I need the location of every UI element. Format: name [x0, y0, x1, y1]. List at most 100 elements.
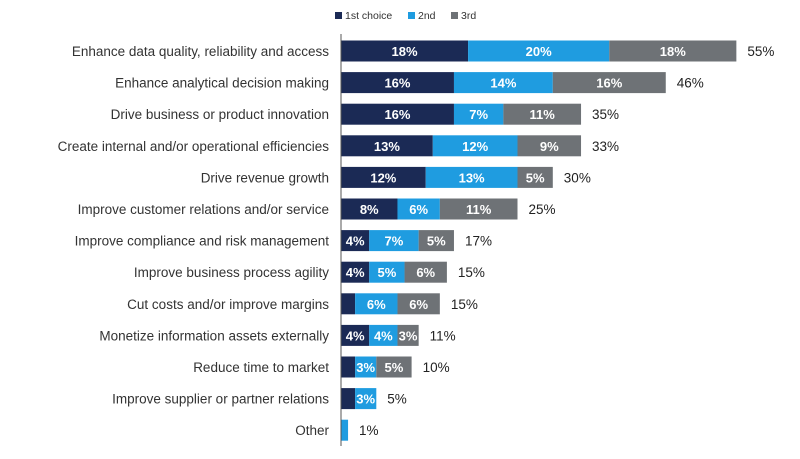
bar-segment — [425, 166, 518, 188]
bar-label: 6% — [367, 297, 386, 312]
legend-swatch-2 — [408, 12, 415, 19]
bar-segment — [468, 40, 610, 62]
bar-label: 11% — [466, 202, 492, 217]
bar-segment — [439, 198, 518, 220]
bar-segment — [341, 40, 469, 62]
bar-segment — [341, 72, 454, 94]
bar-segment — [341, 103, 454, 125]
bar-segment — [397, 198, 440, 220]
bar-segment — [341, 293, 356, 315]
bar-segment — [341, 166, 426, 188]
bar-label: 7% — [385, 234, 404, 249]
total-label: 33% — [592, 139, 619, 154]
legend-label-1: 1st choice — [345, 10, 392, 22]
bar-label: 18% — [660, 44, 686, 59]
bar-label: 13% — [459, 170, 485, 185]
total-label: 30% — [564, 170, 591, 185]
category-label: Other — [295, 423, 329, 438]
bars: 18% 20% 18% 16% 14% 16% 16% 7% 11% 13% 12% 9% 12% 13%… — [341, 40, 737, 441]
total-label: 11% — [430, 328, 456, 343]
category-label: Monetize information assets externally — [99, 328, 329, 343]
bar-segment — [341, 261, 370, 283]
category-labels: Enhance data quality, reliability and ac… — [58, 44, 330, 438]
bar-segment — [355, 293, 398, 315]
category-label: Improve customer relations and/or servic… — [78, 202, 329, 217]
total-label: 10% — [423, 360, 450, 375]
category-label: Create internal and/or operational effic… — [58, 139, 330, 154]
bar-label: 16% — [596, 76, 622, 91]
bar-label: 12% — [370, 170, 396, 185]
bar-label: 6% — [416, 265, 435, 280]
category-label: Improve compliance and risk management — [75, 234, 330, 249]
category-label: Drive business or product innovation — [111, 107, 329, 122]
bar-segment — [453, 103, 504, 125]
bar-label: 13% — [374, 139, 400, 154]
bar-segment — [369, 261, 405, 283]
bar-segment — [355, 356, 377, 378]
bar-segment — [432, 135, 518, 157]
bar-label: 16% — [384, 76, 410, 91]
bar-label: 11% — [530, 107, 556, 122]
bar-segment — [341, 356, 356, 378]
total-label: 1% — [359, 423, 379, 438]
bar-label: 4% — [346, 265, 365, 280]
total-labels: 55% 46% 35% 33% 30% 25% 17% 15% 15% 11% 10% 5% 1% — [359, 44, 774, 438]
total-label: 25% — [529, 202, 556, 217]
total-label: 17% — [465, 234, 492, 249]
bar-label: 6% — [409, 202, 428, 217]
category-label: Drive revenue growth — [201, 170, 329, 185]
bar-label: 6% — [409, 297, 428, 312]
bar-segment — [341, 419, 349, 441]
bar-segment — [341, 230, 370, 252]
category-label: Reduce time to market — [193, 360, 329, 375]
category-label: Improve supplier or partner relations — [112, 392, 329, 407]
bar-label: 4% — [346, 328, 365, 343]
bar-label: 4% — [346, 234, 365, 249]
bar-segment — [517, 135, 582, 157]
category-label: Improve business process agility — [134, 265, 329, 280]
bar-segment — [609, 40, 737, 62]
total-label: 46% — [677, 76, 704, 91]
category-label: Enhance analytical decision making — [115, 76, 329, 91]
category-label: Cut costs and/or improve margins — [127, 297, 329, 312]
total-label: 55% — [747, 44, 774, 59]
bar-label: 4% — [374, 328, 393, 343]
bar-segment — [376, 356, 412, 378]
bar-label: 5% — [526, 170, 545, 185]
bar-label: 14% — [490, 76, 516, 91]
bar-label: 20% — [526, 44, 552, 59]
bar-label: 9% — [540, 139, 559, 154]
bar-segment — [341, 388, 356, 410]
legend-swatch-3 — [451, 12, 458, 19]
bar-label: 8% — [360, 202, 379, 217]
bar-segment — [503, 103, 582, 125]
bar-segment — [404, 261, 447, 283]
bar-label: 12% — [462, 139, 488, 154]
bar-segment — [517, 166, 553, 188]
bar-segment — [453, 72, 553, 94]
bar-segment — [341, 324, 370, 346]
legend-label-2: 2nd — [418, 10, 436, 22]
bar-label: 3% — [399, 328, 418, 343]
bar-segment — [341, 135, 433, 157]
total-label: 35% — [592, 107, 619, 122]
bar-label: 16% — [384, 107, 410, 122]
bar-label: 5% — [377, 265, 396, 280]
bar-segment — [418, 230, 454, 252]
bar-segment — [369, 230, 419, 252]
bar-segment — [355, 388, 377, 410]
bar-label: 7% — [469, 107, 488, 122]
bar-segment — [369, 324, 398, 346]
total-label: 15% — [451, 297, 478, 312]
legend-swatch-1 — [335, 12, 342, 19]
bar-segment — [397, 324, 419, 346]
total-label: 5% — [387, 392, 407, 407]
bar-label: 5% — [427, 234, 446, 249]
bar-label: 3% — [356, 392, 375, 407]
legend-label-3: 3rd — [461, 10, 476, 22]
bar-segment — [341, 198, 398, 220]
bar-segment — [397, 293, 440, 315]
bar-segment — [552, 72, 666, 94]
